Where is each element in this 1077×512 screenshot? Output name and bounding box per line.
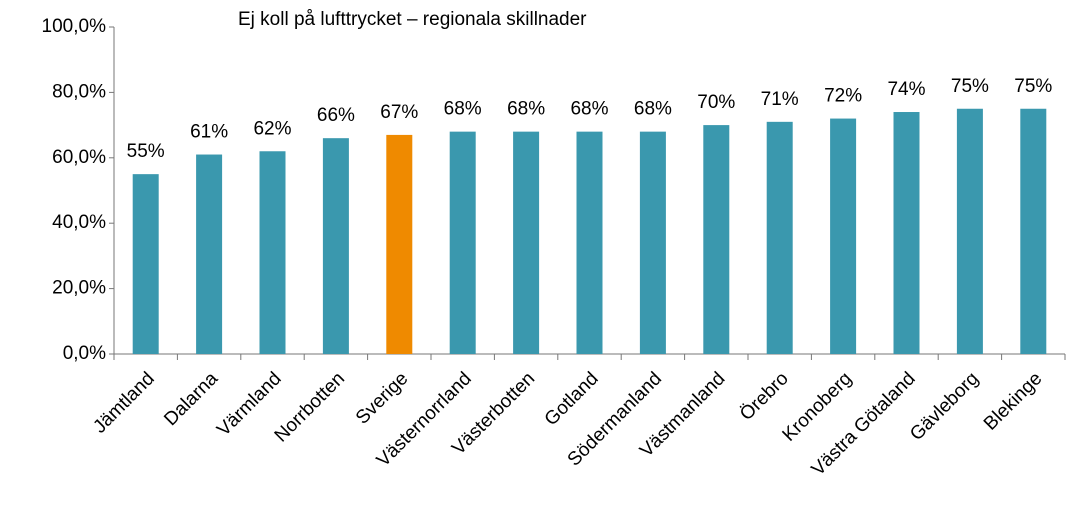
bar bbox=[766, 121, 793, 354]
bar bbox=[893, 112, 920, 355]
x-tick-label: Jämtland bbox=[89, 368, 158, 437]
bar bbox=[196, 154, 223, 354]
data-label: 68% bbox=[507, 99, 545, 120]
bar bbox=[1020, 108, 1047, 354]
bar bbox=[576, 131, 603, 354]
bar bbox=[830, 118, 857, 354]
chart-title: Ej koll på lufttrycket – regionala skill… bbox=[238, 9, 587, 30]
data-label: 68% bbox=[444, 99, 482, 120]
x-tick-label: Gävleborg bbox=[906, 368, 983, 445]
x-tick-label: Gotland bbox=[541, 368, 603, 430]
x-tick-label: Örebro bbox=[736, 368, 793, 425]
bar bbox=[449, 131, 476, 354]
bar bbox=[956, 108, 983, 354]
bar bbox=[703, 125, 730, 354]
y-tick-label: 20,0% bbox=[52, 278, 106, 299]
bar bbox=[386, 134, 413, 354]
data-label: 71% bbox=[761, 89, 799, 110]
data-label: 67% bbox=[380, 102, 418, 123]
data-label: 75% bbox=[951, 76, 989, 97]
x-tick-label: Dalarna bbox=[160, 368, 222, 430]
data-label: 72% bbox=[824, 86, 862, 107]
y-tick-label: 100,0% bbox=[42, 16, 107, 37]
data-label: 75% bbox=[1014, 76, 1052, 97]
data-label: 74% bbox=[887, 79, 925, 100]
y-tick-label: 40,0% bbox=[52, 212, 106, 233]
data-label: 61% bbox=[190, 122, 228, 143]
data-label: 70% bbox=[697, 92, 735, 113]
data-label: 62% bbox=[253, 118, 291, 139]
bar bbox=[322, 138, 349, 354]
bar bbox=[259, 151, 286, 354]
y-tick-label: 0,0% bbox=[63, 343, 106, 364]
bar bbox=[132, 174, 159, 354]
bar bbox=[639, 131, 666, 354]
data-label: 66% bbox=[317, 105, 355, 126]
x-tick-label: Sverige bbox=[352, 368, 412, 428]
y-tick-label: 80,0% bbox=[52, 81, 106, 102]
bar bbox=[513, 131, 540, 354]
data-label: 68% bbox=[570, 99, 608, 120]
data-label: 68% bbox=[634, 99, 672, 120]
data-label: 55% bbox=[127, 141, 165, 162]
x-tick-label: Blekinge bbox=[980, 368, 1046, 434]
y-tick-label: 60,0% bbox=[52, 147, 106, 168]
